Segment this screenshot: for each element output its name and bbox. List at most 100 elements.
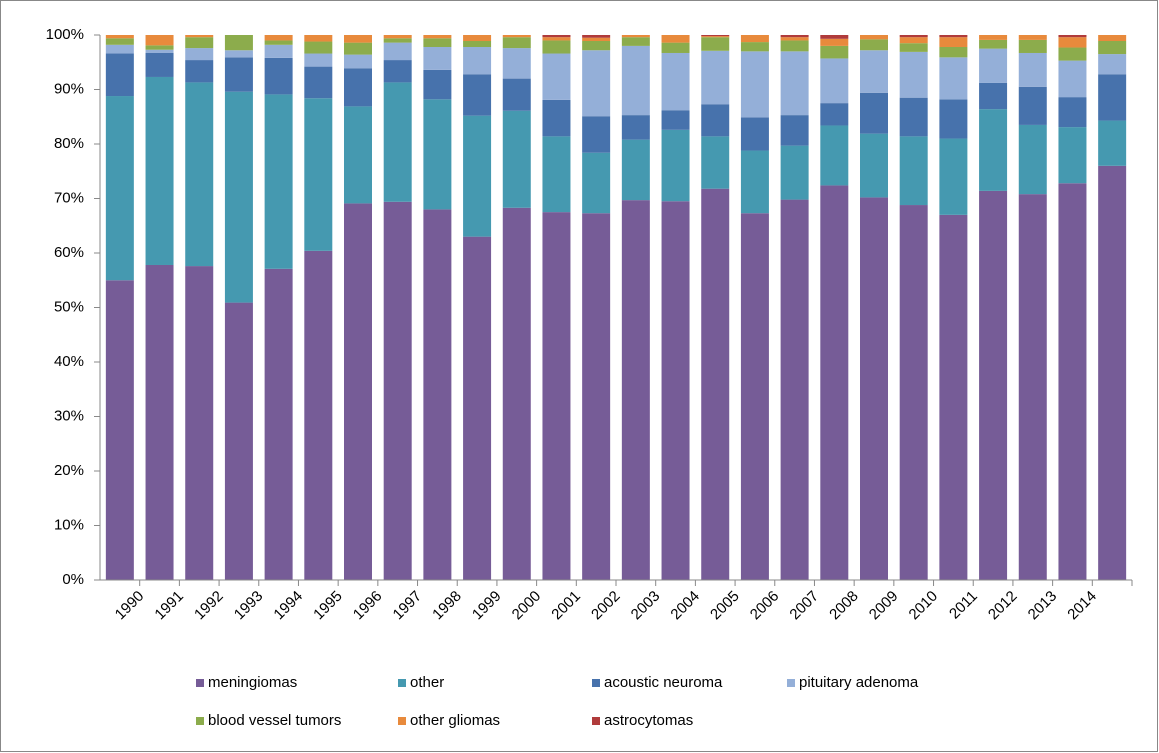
bar-segment: [740, 42, 769, 52]
bar-segment: [780, 51, 809, 116]
bar-segment: [1058, 97, 1087, 128]
bar-segment: [661, 35, 690, 43]
bar-segment: [860, 133, 888, 198]
bar-segment: [780, 40, 809, 52]
bar-segment: [701, 35, 730, 37]
bar-segment: [1018, 52, 1047, 87]
bar-segment: [740, 51, 769, 118]
bar-segment: [939, 99, 968, 139]
bar-segment: [582, 40, 611, 51]
bar-segment: [502, 48, 531, 79]
legend-label: pituitary adenoma: [799, 674, 919, 691]
bar-segment: [185, 266, 214, 580]
bar-segment: [621, 139, 650, 201]
bar-segment: [383, 60, 412, 83]
bar-segment: [1018, 194, 1047, 580]
y-tick-label: 50%: [54, 298, 84, 315]
bar-segment: [820, 103, 849, 126]
y-tick-label: 60%: [54, 244, 84, 261]
bar-segment: [621, 45, 650, 116]
bar-segment: [185, 48, 214, 61]
bar-segment: [423, 35, 452, 39]
bar-segment: [780, 115, 809, 146]
bar-segment: [740, 35, 769, 43]
bar-segment: [939, 37, 968, 47]
bar-segment: [542, 136, 571, 213]
bar-segment: [105, 53, 134, 97]
bar-segment: [979, 190, 1008, 580]
bar-segment: [105, 44, 134, 54]
bar-segment: [423, 38, 452, 47]
bar-segment: [621, 115, 650, 140]
bar-segment: [304, 35, 333, 42]
bar-segment: [899, 136, 928, 206]
bar-segment: [224, 302, 253, 580]
bar-segment: [423, 69, 452, 100]
bar-segment: [463, 74, 492, 116]
bar-segment: [582, 116, 611, 153]
bar-segment: [542, 37, 571, 41]
bar-segment: [582, 50, 611, 117]
bar-segment: [820, 185, 849, 581]
bar-segment: [304, 41, 333, 54]
bar-segment: [185, 35, 214, 38]
bar-segment: [502, 207, 531, 580]
bar-segment: [621, 200, 650, 580]
bar-segment: [979, 48, 1008, 83]
bar-segment: [701, 50, 730, 105]
bar-segment: [145, 45, 174, 50]
legend-swatch: [196, 717, 204, 725]
bar-segment: [1018, 124, 1047, 195]
y-tick-label: 40%: [54, 353, 84, 370]
y-tick-label: 20%: [54, 462, 84, 479]
bar-segment: [701, 37, 730, 51]
bar-segment: [344, 35, 372, 43]
bar-segment: [344, 42, 372, 55]
bar-segment: [582, 213, 611, 580]
bar-segment: [105, 35, 134, 39]
bar-segment: [780, 35, 809, 38]
bar-segment: [264, 40, 293, 45]
bar-segment: [264, 44, 293, 58]
bar-segment: [502, 35, 531, 38]
bar-segment: [105, 38, 134, 45]
bar-segment: [701, 104, 730, 137]
bar-segment: [224, 50, 253, 58]
bar-segment: [542, 40, 571, 54]
bar-segment: [1018, 39, 1047, 53]
bar-segment: [344, 54, 372, 69]
legend-label: other: [410, 674, 444, 691]
bar-segment: [740, 117, 769, 151]
bar-segment: [264, 94, 293, 269]
legend-swatch: [196, 679, 204, 687]
bar-segment: [899, 35, 928, 38]
bar-segment: [145, 35, 174, 46]
legend-swatch: [592, 679, 600, 687]
bar-segment: [979, 109, 1008, 191]
bar-segment: [224, 35, 253, 51]
bar-segment: [1058, 183, 1087, 581]
bar-segment: [860, 50, 888, 93]
bar-segment: [463, 115, 492, 237]
legend-swatch: [787, 679, 795, 687]
y-tick-label: 10%: [54, 516, 84, 533]
bar-segment: [1098, 35, 1127, 41]
bar-segment: [304, 98, 333, 251]
bar-segment: [820, 45, 849, 59]
bar-segment: [1058, 37, 1087, 48]
bar-segment: [542, 99, 571, 137]
bar-segment: [701, 36, 730, 38]
bar-segment: [502, 78, 531, 111]
bar-segment: [621, 37, 650, 46]
bar-segment: [383, 201, 412, 580]
bar-segment: [1098, 165, 1127, 581]
bar-segment: [224, 57, 253, 92]
bar-segment: [145, 52, 174, 77]
bar-segment: [860, 197, 888, 580]
bar-segment: [542, 35, 571, 38]
bar-segment: [344, 106, 372, 204]
bar-segment: [185, 37, 214, 49]
bar-segment: [939, 138, 968, 215]
bar-segment: [1058, 60, 1087, 98]
bar-segment: [621, 35, 650, 38]
